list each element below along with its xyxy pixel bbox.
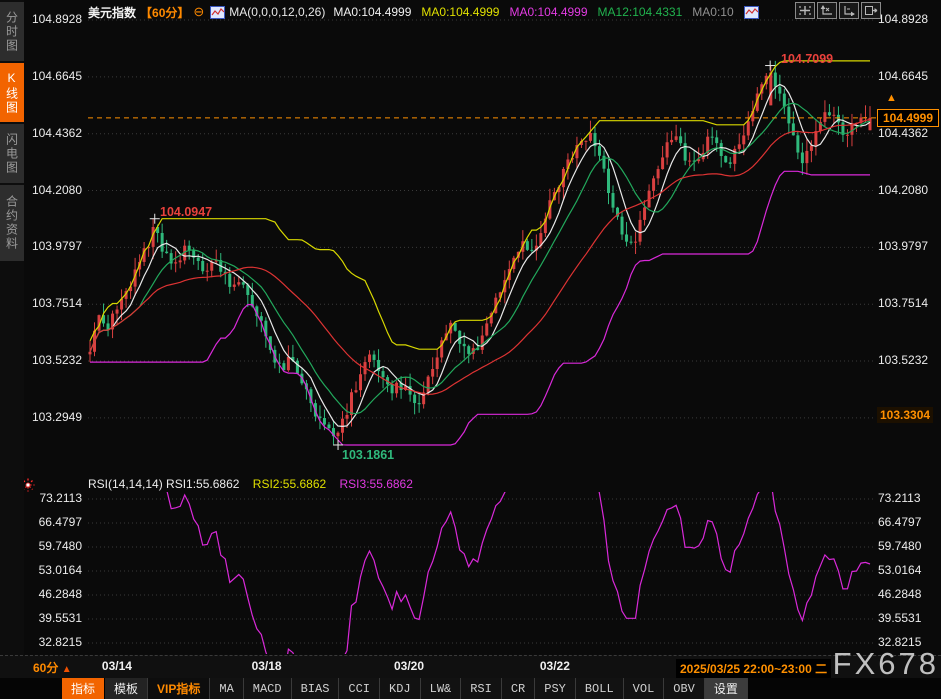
toolbar-button-BOLL[interactable]: BOLL xyxy=(575,678,624,699)
sidebar-tab-K线图[interactable]: K线图 xyxy=(0,63,24,122)
axis-tick-label: 104.4362 xyxy=(31,125,82,140)
axis-tick-label: 73.2113 xyxy=(39,491,83,505)
y-scale-tool-icon[interactable] xyxy=(817,2,837,19)
axis-tick-label: 66.4797 xyxy=(38,515,82,529)
left-sidebar: 分时图 K线图 闪电图 合约资料 xyxy=(0,0,24,655)
current-price-badge: 104.4999 xyxy=(877,109,939,127)
axis-tick-label: 32.8215 xyxy=(38,635,82,650)
pan-right-tool-icon[interactable] xyxy=(861,2,881,19)
axis-tick-label: 104.6645 xyxy=(878,68,929,83)
toolbar-button-PSY[interactable]: PSY xyxy=(535,678,576,699)
date-tick-03/22: 03/22 xyxy=(539,659,570,673)
watermark: FX678 xyxy=(832,646,939,681)
price-axis-left: 104.8928 104.6645 104.4362 104.2080 103.9797… xyxy=(24,0,85,660)
time-axis-row: 60分 ▲ 03/14 03/18 03/20 03/22 2025/03/25 22… xyxy=(0,655,941,679)
current-bar-timestamp: 2025/03/25 22:00~23:00 二 xyxy=(676,659,832,678)
rsi-axis-left: 73.2113 66.4797 59.7480 53.0164 46.2848 39.55… xyxy=(24,0,85,699)
rsi3-value: RSI3:55.6862 xyxy=(339,477,413,491)
axis-tick-label: 103.7514 xyxy=(31,296,82,311)
ma-formula: MA(0,0,0,12,0,26) xyxy=(229,5,326,19)
axis-tick-label: 73.2113 xyxy=(878,491,921,505)
toolbar-button-VOL[interactable]: VOL xyxy=(623,678,665,699)
period-text: 60分 xyxy=(33,661,59,675)
date-tick-03/18: 03/18 xyxy=(251,659,282,673)
toolbar-button-CCI[interactable]: CCI xyxy=(339,678,381,699)
date-tick-03/14: 03/14 xyxy=(101,659,132,673)
ma-value: MA0:10 xyxy=(692,5,734,19)
axis-tick-label: 104.8928 xyxy=(878,12,929,26)
chart-tool-icons xyxy=(795,2,881,19)
period-arrow-icon: ▲ xyxy=(61,664,72,675)
axis-tick-label: 103.9797 xyxy=(31,239,82,254)
sidebar-tab-分时图[interactable]: 分时图 xyxy=(0,2,24,61)
rsi2-value: RSI2:55.6862 xyxy=(252,477,327,491)
toolbar-button-设置[interactable]: 设置 xyxy=(704,678,748,699)
chart-header: 美元指数 【60分】 ⊖ MA(0,0,0,12,0,26) MA0:104.4… xyxy=(88,0,759,24)
high-annotation: 104.7099 xyxy=(781,52,834,66)
axis-tick-label: 103.9797 xyxy=(878,239,929,254)
collapse-icon[interactable]: ⊖ xyxy=(193,4,205,19)
axis-tick-label: 46.2848 xyxy=(878,587,922,602)
toolbar-button-LW&[interactable]: LW& xyxy=(420,678,462,699)
toolbar-button-CR[interactable]: CR xyxy=(501,678,536,699)
first-peak-annotation: 104.0947 xyxy=(160,205,213,219)
axis-tick-label: 59.7480 xyxy=(38,539,82,553)
ma-value: MA0:104.4999 xyxy=(421,5,500,19)
sidebar-tab-合约资料[interactable]: 合约资料 xyxy=(0,185,24,261)
toolbar-button-RSI[interactable]: RSI xyxy=(461,678,502,699)
sidebar-tab-闪电图[interactable]: 闪电图 xyxy=(0,124,24,183)
toolbar-button-模板[interactable]: 模板 xyxy=(105,678,149,699)
axis-tick-label: 104.6645 xyxy=(31,68,82,83)
axis-tick-label: 39.5531 xyxy=(38,611,82,626)
indicator-chart-icon[interactable] xyxy=(743,5,759,19)
toolbar-button-KDJ[interactable]: KDJ xyxy=(380,678,421,699)
axis-tick-label: 53.0164 xyxy=(38,563,82,577)
axis-tick-label: 104.2080 xyxy=(31,182,82,197)
rsi-axis-right: 73.2113 66.4797 59.7480 53.0164 46.2848 39.55… xyxy=(878,0,940,699)
range-low-badge: 103.3304 xyxy=(877,407,934,423)
axis-tick-label: 39.5531 xyxy=(878,611,922,626)
price-axis-right: 104.8928 104.6645 104.4362 104.2080 103.9797… xyxy=(878,0,940,660)
toolbar-button-MA[interactable]: MA xyxy=(210,678,244,699)
rsi-header: RSI(14,14,14) RSI1:55.6862 RSI2:55.6862 … xyxy=(88,477,413,491)
indicator-marker-icon[interactable] xyxy=(20,477,36,493)
toolbar-button-OBV[interactable]: OBV xyxy=(664,678,705,699)
rsi1-value: RSI(14,14,14) RSI1:55.6862 xyxy=(88,477,240,491)
period-tag: 【60分】 xyxy=(140,5,190,20)
axis-tick-label: 32.8215 xyxy=(878,635,922,650)
current-price-arrow-icon: ▲ xyxy=(886,92,897,104)
axis-tick-label: 103.5232 xyxy=(31,353,82,368)
axis-tick-label: 46.2848 xyxy=(38,587,82,602)
axis-tick-label: 53.0164 xyxy=(878,563,922,577)
axis-tick-label: 103.7514 xyxy=(878,296,929,311)
symbol-name: 美元指数 xyxy=(88,5,137,20)
period-selector[interactable]: 60分 ▲ xyxy=(33,659,72,676)
axis-tick-label: 104.8928 xyxy=(31,12,82,26)
indicator-toolbar: 指标 模板 VIP指标 MA MACD BIAS CCI KDJ LW& RSI CR PSY BOLL… xyxy=(0,678,941,699)
date-tick-03/20: 03/20 xyxy=(394,659,425,673)
crosshair-tool-icon[interactable] xyxy=(795,2,815,19)
toolbar-button-VIP指标[interactable]: VIP指标 xyxy=(148,678,211,699)
ma-value-list: MA0:104.4999 MA0:104.4999 MA0:104.4999 MA12… xyxy=(333,5,743,19)
toolbar-spacer xyxy=(0,678,62,699)
axis-tick-label: 104.2080 xyxy=(878,182,929,197)
toolbar-button-指标[interactable]: 指标 xyxy=(62,678,106,699)
axis-tick-label: 66.4797 xyxy=(878,515,922,529)
ma-value: MA12:104.4331 xyxy=(597,5,683,19)
axis-tick-label: 104.4362 xyxy=(878,125,929,140)
toolbar-button-BIAS[interactable]: BIAS xyxy=(291,678,340,699)
x-scale-tool-icon[interactable] xyxy=(839,2,859,19)
axis-tick-label: 103.2949 xyxy=(31,409,82,424)
ma-value: MA0:104.4999 xyxy=(509,5,588,19)
toolbar-button-MACD[interactable]: MACD xyxy=(243,678,292,699)
low-annotation: 103.1861 xyxy=(342,448,395,462)
mini-chart-icon[interactable] xyxy=(210,5,226,19)
axis-tick-label: 103.5232 xyxy=(878,353,929,368)
ma-value: MA0:104.4999 xyxy=(333,5,412,19)
axis-tick-label: 59.7480 xyxy=(878,539,922,553)
